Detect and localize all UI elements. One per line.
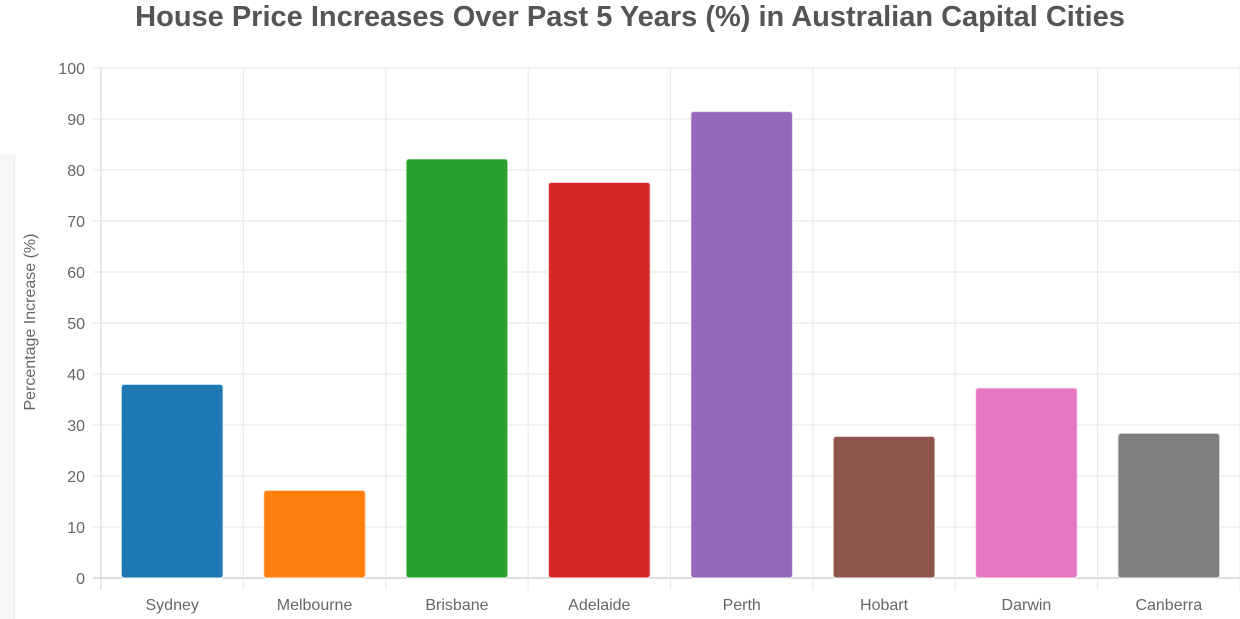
y-tick-label: 30 xyxy=(67,418,85,435)
y-tick-label: 90 xyxy=(67,112,85,129)
x-tick-label-sydney: Sydney xyxy=(146,597,199,614)
y-tick-label: 10 xyxy=(67,520,85,537)
y-tick-label: 80 xyxy=(67,163,85,180)
y-tick-label: 40 xyxy=(67,367,85,384)
left-edge-strip xyxy=(0,155,15,619)
y-tick-label: 0 xyxy=(76,571,85,588)
bar-melbourne[interactable] xyxy=(262,489,367,579)
x-categories-layer: Sydney Melbourne Brisbane Adelaide Perth Hoba… xyxy=(146,597,1203,614)
x-tick-label-hobart: Hobart xyxy=(860,597,909,614)
y-tick-label: 50 xyxy=(67,316,85,333)
bar-brisbane[interactable] xyxy=(405,158,509,579)
y-ticks-layer: 0 10 20 30 40 50 60 70 80 90 100 xyxy=(58,61,85,588)
bars-layer xyxy=(120,110,1221,579)
bar-sydney[interactable] xyxy=(120,383,224,579)
bar-canberra[interactable] xyxy=(1117,432,1221,579)
x-tick-label-adelaide: Adelaide xyxy=(568,597,630,614)
x-tick-label-melbourne: Melbourne xyxy=(277,597,353,614)
x-tick-label-perth: Perth xyxy=(723,597,761,614)
bar-hobart[interactable] xyxy=(832,435,936,579)
x-tick-label-canberra: Canberra xyxy=(1135,597,1202,614)
y-tick-label: 100 xyxy=(58,61,85,78)
bar-perth[interactable] xyxy=(689,110,794,579)
x-tick-label-darwin: Darwin xyxy=(1002,597,1052,614)
y-tick-label: 70 xyxy=(67,214,85,231)
bar-adelaide[interactable] xyxy=(547,181,652,579)
chart-title: House Price Increases Over Past 5 Years … xyxy=(135,1,1125,33)
x-tick-label-brisbane: Brisbane xyxy=(425,597,488,614)
y-tick-label: 20 xyxy=(67,469,85,486)
y-tick-label: 60 xyxy=(67,265,85,282)
bar-darwin[interactable] xyxy=(974,387,1079,579)
